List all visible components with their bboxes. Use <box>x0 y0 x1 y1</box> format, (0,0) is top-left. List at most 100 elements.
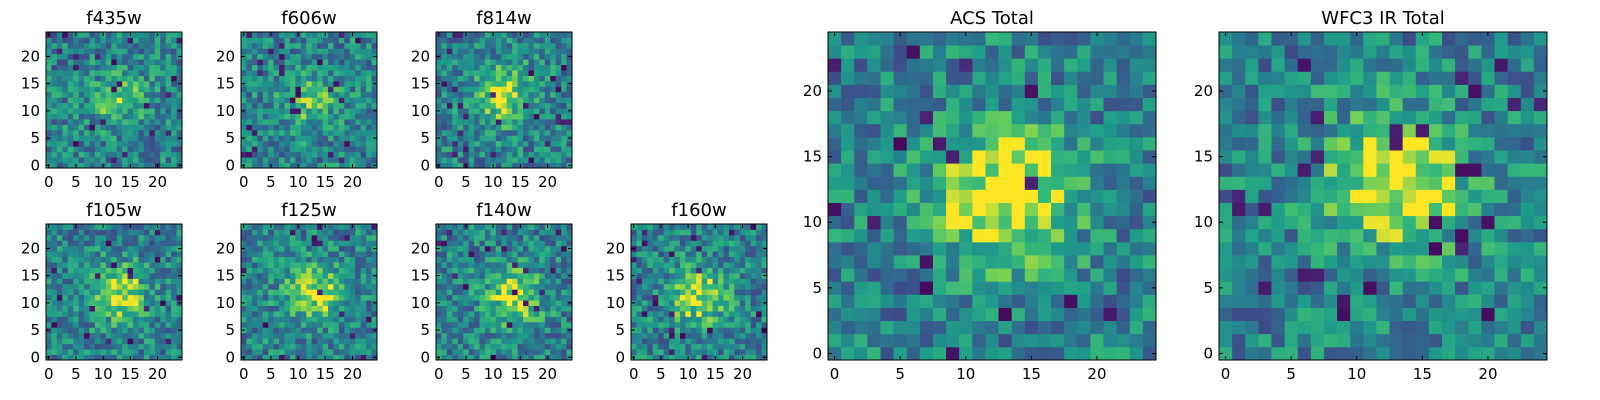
heatmap-cell <box>73 267 80 274</box>
heatmap-cell <box>246 48 253 55</box>
heatmap-cell <box>46 64 52 71</box>
heatmap-cell <box>51 289 58 296</box>
heatmap-cell <box>474 251 480 258</box>
heatmap-cell <box>468 354 475 361</box>
heatmap-cell <box>528 42 535 49</box>
heatmap-cell <box>490 86 497 93</box>
heatmap-cell <box>84 64 90 71</box>
heatmap-cell <box>490 332 497 339</box>
heatmap-cell <box>360 124 367 131</box>
heatmap-cells <box>436 224 573 361</box>
heatmap-cell <box>349 80 356 87</box>
heatmap-cell <box>631 316 637 323</box>
heatmap-cell <box>533 102 540 109</box>
heatmap-cell <box>51 349 58 355</box>
heatmap-cell <box>452 283 459 290</box>
heatmap-cell <box>360 119 367 125</box>
heatmap-cell <box>328 48 334 55</box>
heatmap-cell <box>133 129 139 136</box>
heatmap-cell <box>463 294 470 301</box>
heatmap-cell <box>1103 281 1118 295</box>
heatmap-cell <box>528 140 535 147</box>
heatmap-cell <box>436 267 442 274</box>
heatmap-cell <box>360 224 367 230</box>
heatmap-cell <box>262 305 269 312</box>
heatmap-cell <box>501 113 508 120</box>
heatmap-cell <box>67 32 74 38</box>
heatmap-cell <box>555 53 562 60</box>
heatmap-cell <box>165 48 172 55</box>
heatmap-cell <box>251 229 258 236</box>
heatmap-cell <box>446 332 453 339</box>
heatmap-cell <box>723 321 730 328</box>
heatmap-cell <box>1103 176 1118 190</box>
heatmap-cell <box>127 327 134 334</box>
y-tick-label: 20 <box>21 47 40 65</box>
heatmap-cell <box>295 283 302 290</box>
heatmap-cell <box>517 59 524 66</box>
heatmap-cell <box>479 70 486 76</box>
heatmap-cell <box>251 245 258 252</box>
heatmap-cell <box>171 42 177 49</box>
heatmap-cell <box>495 321 502 328</box>
heatmap-cell <box>658 311 665 317</box>
heatmap-cell <box>262 151 269 158</box>
heatmap-cell <box>355 59 362 66</box>
heatmap-cell <box>880 255 894 269</box>
heatmap-cell <box>474 42 480 49</box>
heatmap-cell <box>111 321 118 328</box>
heatmap-cell <box>46 234 52 241</box>
heatmap-cell <box>73 229 80 236</box>
heatmap-cell <box>479 140 486 147</box>
heatmap-cell <box>652 267 659 274</box>
heatmap-cell <box>723 224 730 230</box>
heatmap-cell <box>273 278 280 285</box>
heatmap-cell <box>51 316 58 323</box>
heatmap-cell <box>484 162 491 169</box>
heatmap-cell <box>73 140 80 147</box>
heatmap-cell <box>257 316 264 323</box>
heatmap-cell <box>116 321 123 328</box>
heatmap-cell <box>67 129 74 136</box>
heatmap-cell <box>111 42 118 49</box>
heatmap-cell <box>273 53 280 60</box>
heatmap-cell <box>544 245 551 252</box>
heatmap-cell <box>463 349 470 355</box>
heatmap-cell <box>517 245 524 252</box>
heatmap-cell <box>73 262 80 268</box>
heatmap-cell <box>322 272 329 279</box>
heatmap-cell <box>311 157 318 163</box>
heatmap-cell <box>1077 189 1091 203</box>
heatmap-cell <box>317 316 323 323</box>
heatmap-cell <box>67 262 74 268</box>
heatmap-cell <box>279 256 285 263</box>
heatmap-cell <box>127 316 134 323</box>
heatmap-cell <box>78 311 85 317</box>
heatmap-cell <box>533 294 540 301</box>
heatmap-cell <box>51 262 58 268</box>
heatmap-cell <box>663 305 670 312</box>
heatmap-cell <box>854 228 868 243</box>
heatmap-cell <box>300 157 307 163</box>
heatmap-cell <box>539 343 546 350</box>
heatmap-cell <box>761 229 768 236</box>
heatmap-cell <box>663 267 670 274</box>
heatmap-cell <box>295 256 302 263</box>
heatmap-cell <box>495 64 502 71</box>
heatmap-cell <box>528 48 535 55</box>
heatmap-cell <box>436 102 442 109</box>
heatmap-cell <box>360 113 367 120</box>
heatmap-cell <box>479 75 486 82</box>
heatmap-cell <box>712 234 719 241</box>
heatmap-cell <box>544 262 551 268</box>
heatmap-cell <box>165 240 172 247</box>
heatmap-cell <box>495 37 502 44</box>
y-tick-label: 20 <box>411 47 430 65</box>
heatmap-cell <box>474 113 480 120</box>
heatmap-cell <box>127 97 134 104</box>
heatmap-cell <box>94 332 101 339</box>
heatmap-cell <box>89 343 96 350</box>
heatmap-cell <box>728 272 735 279</box>
heatmap-cell <box>652 272 659 279</box>
heatmap-cell <box>550 162 557 169</box>
